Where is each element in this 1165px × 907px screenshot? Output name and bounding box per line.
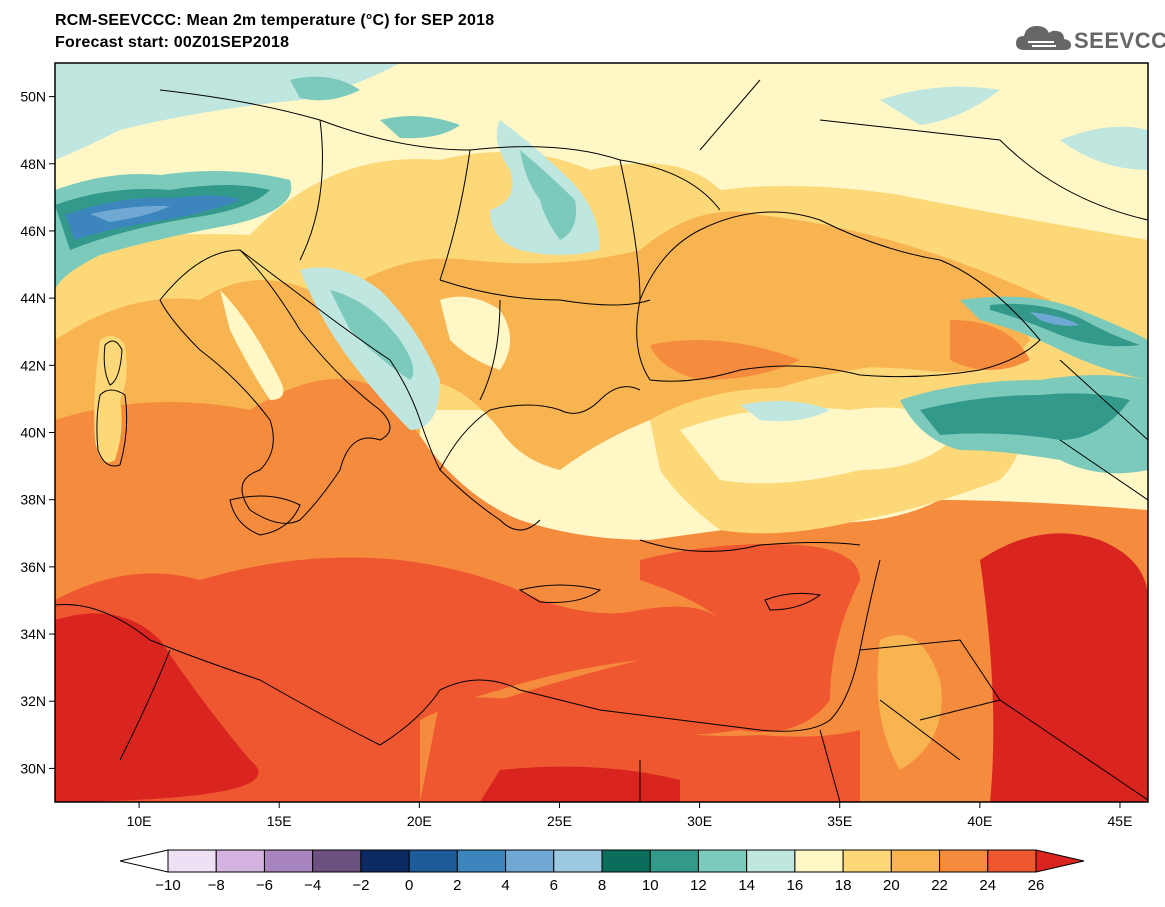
lon-tick-label: 45E	[1108, 813, 1133, 829]
colorbar-swatch	[842, 849, 892, 873]
colorbar-swatch	[408, 849, 458, 873]
lon-tick-label: 25E	[547, 813, 572, 829]
colorbar-swatch	[215, 849, 265, 873]
lat-tick-label: 46N	[20, 223, 46, 239]
colorbar: −10 −8 −6 −4 −2 0 2 4 6 8 10 12 14 16 18 20 22 24 26	[119, 849, 1085, 894]
colorbar-label: 2	[453, 877, 461, 894]
lon-tick-label: 10E	[127, 813, 152, 829]
lat-tick-label: 30N	[20, 760, 46, 776]
colorbar-label: 12	[690, 877, 707, 894]
lon-tick-label: 20E	[407, 813, 432, 829]
lat-tick-label: 36N	[20, 559, 46, 575]
colorbar-swatch	[890, 849, 941, 873]
colorbar-swatch	[505, 849, 555, 873]
colorbar-swatch	[746, 849, 796, 873]
colorbar-swatch	[794, 849, 844, 873]
colorbar-label: 18	[835, 877, 852, 894]
lat-tick-label: 40N	[20, 425, 46, 441]
colorbar-swatch	[939, 849, 989, 873]
colorbar-min-arrow	[119, 849, 169, 873]
colorbar-label: 4	[501, 877, 509, 894]
colorbar-swatch	[987, 849, 1037, 873]
lon-tick-label: 40E	[967, 813, 992, 829]
cloud-icon	[1016, 26, 1071, 50]
colorbar-label: 8	[598, 877, 606, 894]
lon-tick-label: 30E	[687, 813, 712, 829]
colorbar-label: 20	[883, 877, 900, 894]
colorbar-label: 6	[550, 877, 558, 894]
colorbar-swatch	[456, 849, 507, 873]
lat-tick-label: 44N	[20, 290, 46, 306]
lat-tick-label: 32N	[20, 693, 46, 709]
lon-tick-label: 15E	[267, 813, 292, 829]
colorbar-swatch	[649, 849, 699, 873]
temperature-field	[55, 63, 1148, 802]
colorbar-max-arrow	[1035, 849, 1085, 873]
colorbar-swatch	[167, 849, 217, 873]
lat-tick-label: 50N	[20, 89, 46, 105]
colorbar-label: −10	[155, 877, 180, 894]
logo-text: SEEVCCC	[1074, 28, 1165, 53]
colorbar-swatch	[601, 849, 651, 873]
colorbar-swatch	[553, 849, 603, 873]
colorbar-swatch	[263, 849, 314, 873]
lat-tick-label: 38N	[20, 492, 46, 508]
colorbar-label: −4	[304, 877, 321, 894]
forecast-start-label: Forecast start: 00Z01SEP2018	[55, 34, 290, 51]
lon-tick-label: 35E	[827, 813, 852, 829]
map-title: RCM-SEEVCCC: Mean 2m temperature (°C) fo…	[55, 12, 495, 29]
colorbar-swatch	[360, 849, 410, 873]
colorbar-swatch	[312, 849, 362, 873]
colorbar-label: −8	[208, 877, 225, 894]
colorbar-label: 24	[979, 877, 996, 894]
seevccc-logo: SEEVCCC	[1016, 20, 1165, 60]
colorbar-label: 10	[642, 877, 659, 894]
lat-tick-label: 34N	[20, 626, 46, 642]
colorbar-label: 0	[405, 877, 413, 894]
colorbar-label: 16	[787, 877, 804, 894]
colorbar-label: 14	[738, 877, 755, 894]
colorbar-label: −2	[352, 877, 369, 894]
longitude-axis: 10E 15E 20E 25E 30E 35E 40E 45E	[127, 802, 1133, 829]
latitude-axis: 30N 32N 34N 36N 38N 40N 42N 44N 46N 48N 50N	[20, 89, 55, 776]
colorbar-label: 26	[1028, 877, 1045, 894]
colorbar-label: 22	[931, 877, 948, 894]
lat-tick-label: 48N	[20, 156, 46, 172]
lat-tick-label: 42N	[20, 357, 46, 373]
coastlines	[55, 79, 1148, 802]
colorbar-swatch	[697, 849, 748, 873]
colorbar-label: −6	[256, 877, 273, 894]
